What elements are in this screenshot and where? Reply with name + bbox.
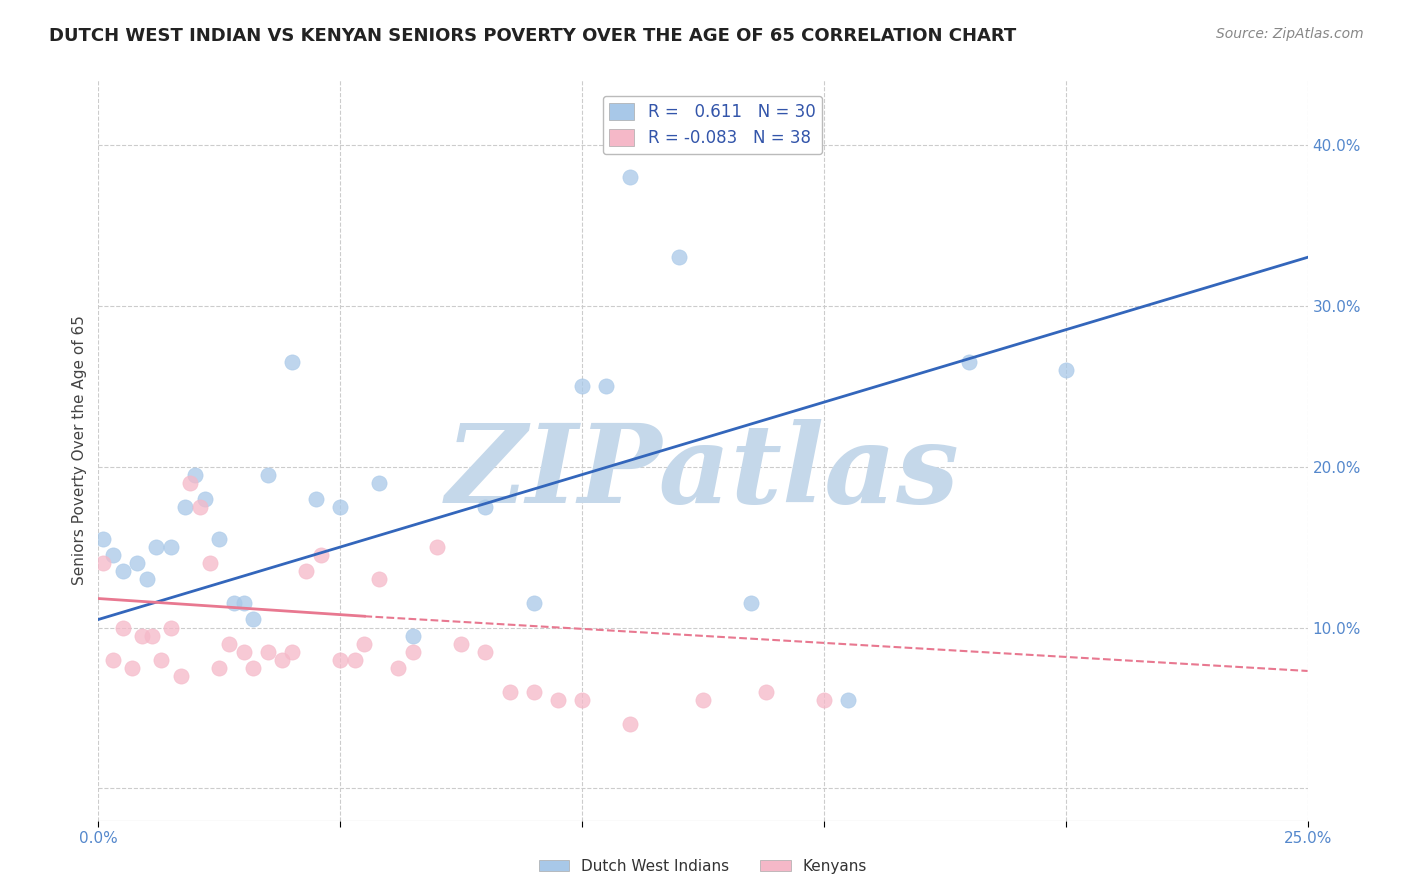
Point: [387, 661, 409, 675]
Point: [474, 500, 496, 514]
Point: [595, 379, 617, 393]
Point: [692, 693, 714, 707]
Point: [368, 475, 391, 490]
Point: [111, 564, 134, 578]
Point: [281, 355, 304, 369]
Point: [91, 556, 114, 570]
Point: [179, 475, 201, 490]
Point: [571, 379, 593, 393]
Point: [740, 596, 762, 610]
Point: [222, 596, 245, 610]
Point: [619, 717, 641, 731]
Point: [474, 645, 496, 659]
Y-axis label: Seniors Poverty Over the Age of 65: Seniors Poverty Over the Age of 65: [72, 316, 87, 585]
Point: [281, 645, 304, 659]
Point: [523, 685, 546, 699]
Point: [402, 645, 425, 659]
Point: [837, 693, 859, 707]
Point: [547, 693, 569, 707]
Point: [668, 250, 690, 264]
Legend: Dutch West Indians, Kenyans: Dutch West Indians, Kenyans: [533, 853, 873, 880]
Point: [329, 653, 352, 667]
Point: [121, 661, 143, 675]
Point: [329, 500, 352, 514]
Point: [218, 637, 240, 651]
Point: [232, 596, 254, 610]
Point: [135, 572, 157, 586]
Text: DUTCH WEST INDIAN VS KENYAN SENIORS POVERTY OVER THE AGE OF 65 CORRELATION CHART: DUTCH WEST INDIAN VS KENYAN SENIORS POVE…: [49, 27, 1017, 45]
Point: [1054, 363, 1077, 377]
Point: [101, 548, 124, 562]
Point: [242, 661, 264, 675]
Point: [208, 532, 231, 546]
Point: [141, 628, 163, 642]
Point: [145, 540, 167, 554]
Point: [368, 572, 391, 586]
Point: [169, 669, 191, 683]
Point: [232, 645, 254, 659]
Point: [426, 540, 449, 554]
Point: [198, 556, 221, 570]
Point: [174, 500, 197, 514]
Point: [208, 661, 231, 675]
Point: [571, 693, 593, 707]
Point: [353, 637, 375, 651]
Point: [309, 548, 332, 562]
Point: [957, 355, 980, 369]
Point: [194, 491, 217, 506]
Point: [256, 467, 278, 482]
Point: [256, 645, 278, 659]
Point: [127, 556, 149, 570]
Point: [305, 491, 328, 506]
Point: [91, 532, 114, 546]
Point: [111, 620, 134, 634]
Point: [755, 685, 778, 699]
Legend: R =   0.611   N = 30, R = -0.083   N = 38: R = 0.611 N = 30, R = -0.083 N = 38: [603, 96, 823, 154]
Point: [242, 612, 264, 626]
Point: [150, 653, 173, 667]
Point: [160, 540, 183, 554]
Point: [160, 620, 183, 634]
Point: [450, 637, 472, 651]
Point: [523, 596, 546, 610]
Text: ZIPatlas: ZIPatlas: [446, 419, 960, 526]
Point: [131, 628, 153, 642]
Point: [343, 653, 366, 667]
Point: [498, 685, 520, 699]
Point: [813, 693, 835, 707]
Point: [402, 628, 425, 642]
Point: [188, 500, 211, 514]
Point: [184, 467, 207, 482]
Point: [295, 564, 318, 578]
Text: Source: ZipAtlas.com: Source: ZipAtlas.com: [1216, 27, 1364, 41]
Point: [101, 653, 124, 667]
Point: [619, 169, 641, 184]
Point: [271, 653, 294, 667]
